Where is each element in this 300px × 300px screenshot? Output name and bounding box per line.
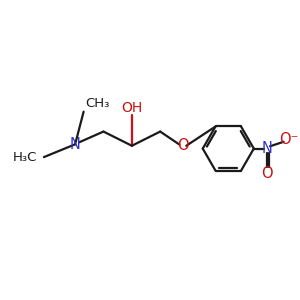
Text: OH: OH [121, 101, 142, 115]
Text: N: N [70, 137, 80, 152]
Text: H₃C: H₃C [12, 151, 37, 164]
Text: O: O [177, 138, 189, 153]
Text: O: O [261, 166, 272, 181]
Text: CH₃: CH₃ [85, 97, 110, 110]
Text: N: N [261, 140, 272, 155]
Text: O⁻: O⁻ [279, 132, 298, 147]
